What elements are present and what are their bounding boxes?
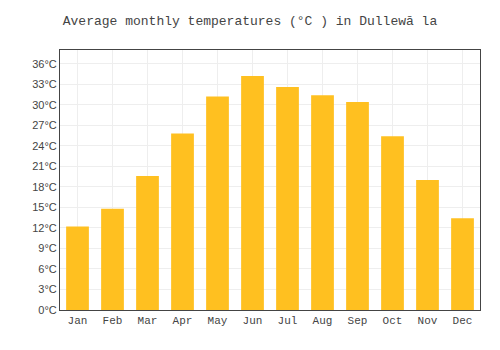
svg-text:3°C: 3°C [38,283,57,295]
svg-text:Average monthly temperatures (: Average monthly temperatures (°C ) in Du… [63,14,438,29]
svg-text:6°C: 6°C [38,263,57,275]
svg-text:24°C: 24°C [32,140,57,152]
svg-text:Aug: Aug [313,315,333,327]
svg-text:Jul: Jul [278,315,298,327]
svg-text:Feb: Feb [103,315,123,327]
svg-text:36°C: 36°C [32,58,57,70]
svg-text:9°C: 9°C [38,242,57,254]
svg-text:Apr: Apr [173,315,193,327]
svg-text:0°C: 0°C [38,304,57,316]
svg-text:12°C: 12°C [32,222,57,234]
svg-text:Mar: Mar [138,315,158,327]
svg-text:27°C: 27°C [32,119,57,131]
svg-text:Jan: Jan [68,315,88,327]
svg-text:33°C: 33°C [32,78,57,90]
svg-text:18°C: 18°C [32,181,57,193]
svg-text:15°C: 15°C [32,201,57,213]
svg-text:May: May [208,315,228,327]
svg-text:Sep: Sep [348,315,368,327]
svg-text:Oct: Oct [383,315,403,327]
svg-text:Nov: Nov [418,315,438,327]
svg-text:21°C: 21°C [32,160,57,172]
svg-text:Dec: Dec [453,315,473,327]
svg-text:Jun: Jun [243,315,263,327]
svg-text:30°C: 30°C [32,99,57,111]
